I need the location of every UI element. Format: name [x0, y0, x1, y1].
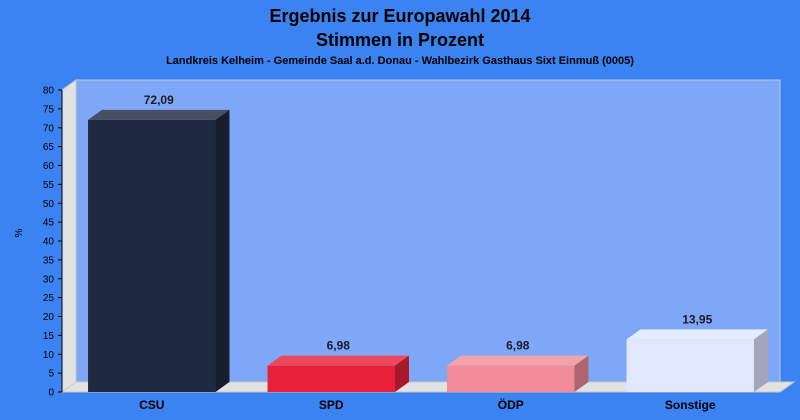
- plot-left-wall: [61, 79, 77, 393]
- y-axis-label: %: [14, 228, 25, 237]
- bar-front: [88, 119, 216, 392]
- y-tick-label: 15: [43, 331, 55, 342]
- bar-front: [626, 339, 754, 392]
- chart-title: Ergebnis zur Europawahl 2014: [269, 6, 530, 26]
- x-tick-label: Sonstige: [665, 398, 716, 412]
- data-label: 6,98: [506, 339, 530, 353]
- bar-side: [215, 109, 230, 392]
- y-tick-label: 35: [43, 255, 55, 266]
- y-tick-label: 50: [43, 199, 55, 210]
- bar-side: [574, 355, 589, 392]
- chart-title-2: Stimmen in Prozent: [316, 30, 484, 50]
- bar-spd: [267, 355, 409, 392]
- y-tick-label: 5: [48, 369, 54, 380]
- y-tick-label: 55: [43, 180, 55, 191]
- bar-front: [447, 365, 575, 392]
- y-tick-label: 75: [43, 104, 55, 115]
- bar-top: [267, 355, 409, 366]
- y-tick-label: 45: [43, 218, 55, 229]
- bar-top: [447, 355, 589, 366]
- bar-top: [626, 329, 768, 340]
- y-tick-label: 65: [43, 142, 55, 153]
- y-tick-label: 30: [43, 274, 55, 285]
- data-label: 13,95: [682, 312, 712, 326]
- y-tick-label: 70: [43, 123, 55, 134]
- y-axis: 0 5 10 15 20 25 30 35 40 45 50 55 60 65 70 75 80: [43, 86, 63, 399]
- data-label: 72,09: [144, 93, 174, 107]
- y-tick-label: 80: [43, 86, 55, 97]
- y-tick-label: 10: [43, 350, 55, 361]
- bar-front: [267, 365, 395, 392]
- bar-side: [394, 355, 409, 392]
- data-label: 6,98: [327, 339, 351, 353]
- x-axis: CSU SPD ÖDP Sonstige: [139, 397, 716, 412]
- bar-side: [753, 329, 768, 392]
- bars: 72,09 6,98 6,98 13,95: [88, 93, 768, 392]
- y-tick-label: 20: [43, 312, 55, 323]
- bar-sonstige: [626, 329, 768, 392]
- y-tick-label: 60: [43, 161, 55, 172]
- bar-csu: [88, 109, 230, 392]
- x-tick-label: CSU: [139, 398, 164, 412]
- x-tick-label: ÖDP: [498, 397, 524, 412]
- y-tick-label: 0: [48, 388, 54, 399]
- y-tick-label: 40: [43, 237, 55, 248]
- chart-subtitle: Landkreis Kelheim - Gemeinde Saal a.d. D…: [166, 55, 634, 67]
- bar-ödp: [447, 355, 589, 392]
- x-tick-label: SPD: [319, 398, 344, 412]
- bar-top: [88, 109, 230, 120]
- y-tick-label: 25: [43, 293, 55, 304]
